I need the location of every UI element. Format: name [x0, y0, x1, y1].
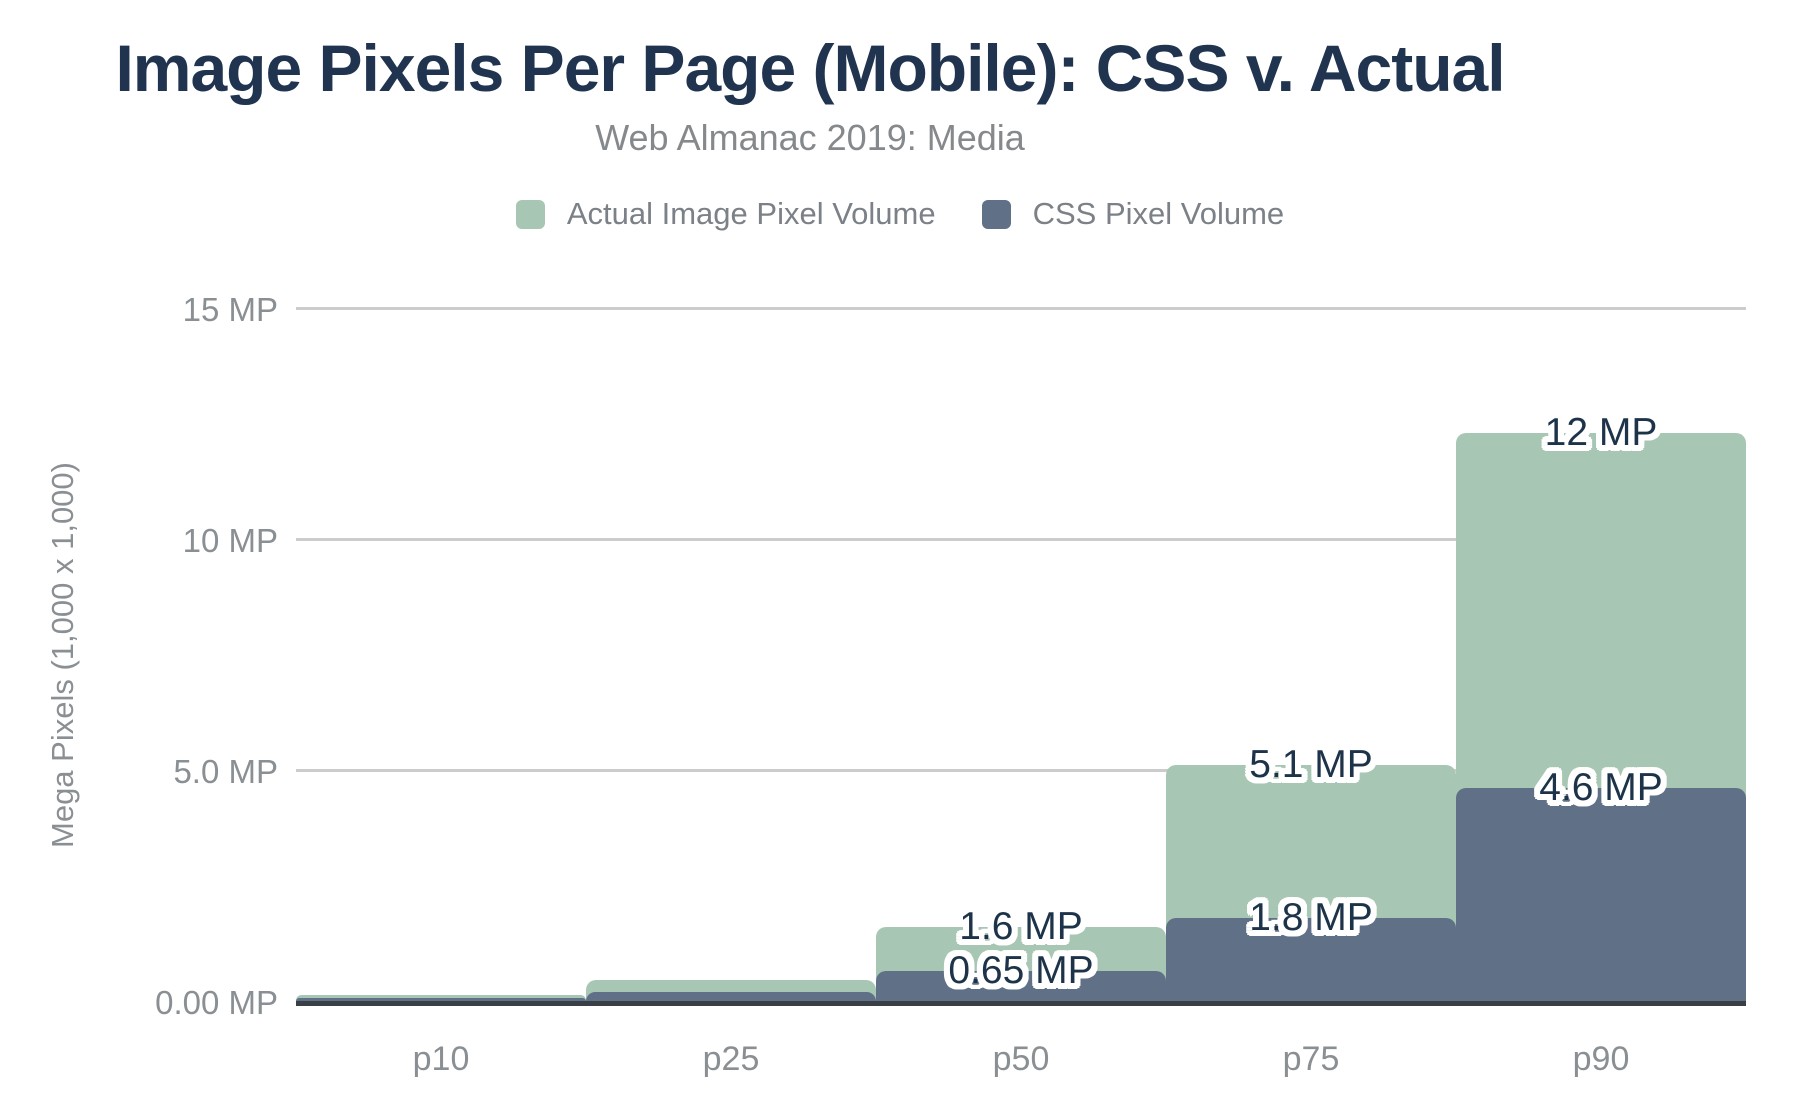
bar-label-p90: 12 MP — [1544, 410, 1658, 454]
bar-label-p50: 1.6 MP — [959, 905, 1083, 949]
bar-css-p10 — [296, 997, 586, 1004]
x-tick-label-p75: p75 — [1282, 1040, 1340, 1078]
chart-header: Image Pixels Per Page (Mobile): CSS v. A… — [0, 31, 1620, 159]
x-axis-line — [296, 1001, 1746, 1006]
y-tick-label: 15 MP — [182, 291, 278, 328]
bar-css-p50 — [876, 970, 1166, 1004]
gridline-10mp — [296, 538, 1746, 541]
bar-label-p75: 5.1 MP — [1249, 743, 1373, 787]
bar-css-p25 — [586, 991, 876, 1004]
bar-css-p90 — [1456, 788, 1746, 1004]
chart-subtitle: Web Almanac 2019: Media — [595, 117, 1025, 159]
y-tick-label: 5.0 MP — [173, 753, 278, 790]
y-tick-label: 0.00 MP — [155, 984, 278, 1021]
legend-item-css: CSS Pixel Volume — [981, 196, 1285, 232]
bar-label-p75: 1.8 MP — [1249, 895, 1373, 939]
legend-label-actual: Actual Image Pixel Volume — [566, 196, 936, 231]
x-tick-label-p90: p90 — [1572, 1040, 1630, 1078]
legend-item-actual: Actual Image Pixel Volume — [515, 196, 936, 232]
bar-label-p50: 0.65 MP — [948, 948, 1094, 992]
legend-swatch-actual-icon — [515, 199, 545, 229]
legend-label-css: CSS Pixel Volume — [1032, 196, 1285, 231]
gridline-5mp — [296, 769, 1746, 772]
x-tick-label-p25: p25 — [702, 1040, 760, 1078]
bar-css-p75 — [1166, 917, 1456, 1004]
x-tick-label-p10: p10 — [412, 1040, 470, 1078]
gridline-15mp — [296, 307, 1746, 310]
y-axis-title-text: Mega Pixels (1,000 x 1,000) — [45, 462, 80, 848]
bar-label-p90: 4.6 MP — [1539, 766, 1663, 810]
y-tick-label: 10 MP — [182, 522, 278, 559]
legend-swatch-css-icon — [981, 199, 1011, 229]
chart-title: Image Pixels Per Page (Mobile): CSS v. A… — [115, 31, 1505, 105]
legend: Actual Image Pixel Volume CSS Pixel Volu… — [0, 196, 1800, 232]
x-tick-label-p50: p50 — [992, 1040, 1050, 1078]
